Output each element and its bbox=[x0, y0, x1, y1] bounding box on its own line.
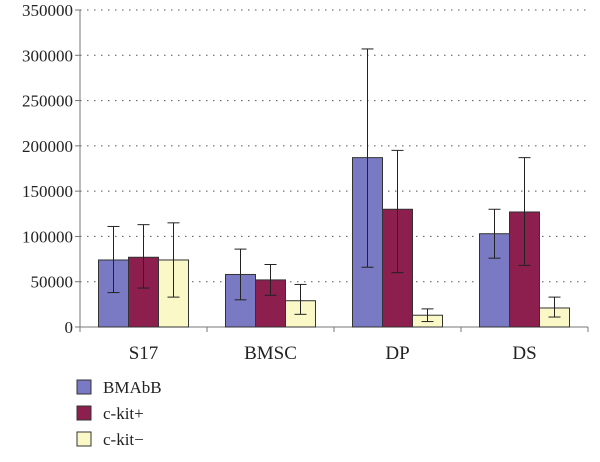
x-tick-label: DS bbox=[512, 343, 536, 364]
y-tick-label: 350000 bbox=[22, 1, 73, 20]
legend-swatch bbox=[76, 405, 92, 421]
bar bbox=[128, 256, 159, 328]
legend-label: c-kit− bbox=[103, 430, 144, 449]
y-tick-label: 250000 bbox=[22, 92, 73, 111]
legend-label: c-kit+ bbox=[103, 404, 144, 423]
legend-swatch bbox=[76, 379, 92, 395]
y-tick-label: 150000 bbox=[22, 182, 73, 201]
x-tick-label: S17 bbox=[129, 343, 159, 364]
x-tick-label: BMSC bbox=[244, 343, 297, 364]
x-tick-label: DP bbox=[385, 343, 409, 364]
legend-label: BMAbB bbox=[103, 378, 162, 397]
legend-swatch bbox=[76, 431, 92, 447]
y-tick-label: 200000 bbox=[22, 137, 73, 156]
y-tick-label: 0 bbox=[65, 318, 74, 337]
y-tick-label: 300000 bbox=[22, 46, 73, 65]
y-tick-label: 100000 bbox=[22, 227, 73, 246]
y-tick-label: 50000 bbox=[31, 273, 74, 292]
bar bbox=[98, 259, 129, 328]
